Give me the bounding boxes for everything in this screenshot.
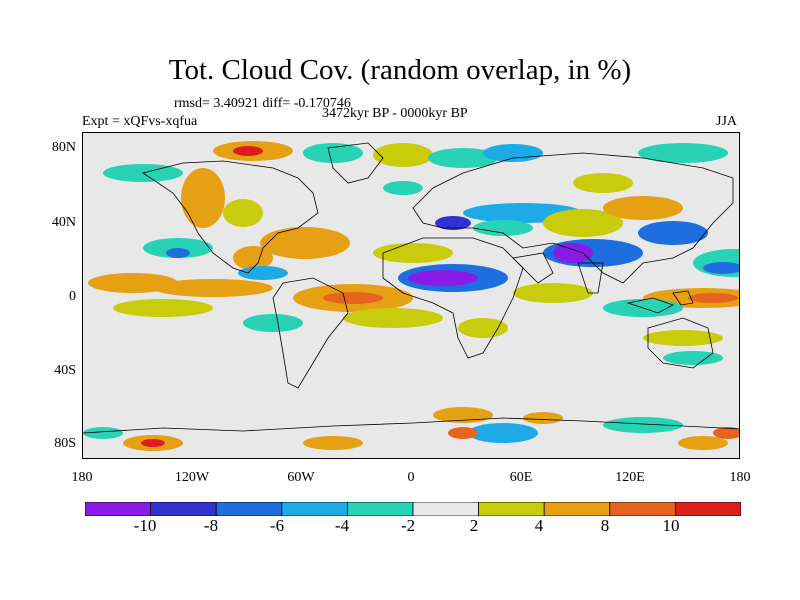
colorbar-swatch [215, 501, 283, 517]
lon-label-180w: 180 [71, 470, 93, 485]
lon-label-120w: 120W [174, 470, 210, 485]
lat-label-80s: 80S [54, 436, 76, 451]
colorbar-label: -2 [400, 516, 416, 535]
colorbar-label: 8 [600, 516, 610, 535]
lon-label-120e: 120E [615, 470, 645, 485]
cloud-anomaly-map [83, 141, 739, 451]
colorbar-label: -8 [203, 516, 219, 535]
lat-label-40s: 40S [54, 363, 76, 378]
lon-label-180e: 180 [729, 470, 751, 485]
colorbar-label: -6 [269, 516, 285, 535]
experiment-label: Expt = xQFvs-xqfua [82, 114, 198, 129]
colorbar-swatch [281, 501, 348, 517]
colorbar-label: 4 [534, 516, 544, 535]
colorbar-swatches [84, 501, 742, 517]
season-label: JJA [716, 114, 738, 129]
colorbar-label: 10 [662, 516, 680, 535]
colorbar-label: -4 [334, 516, 350, 535]
colorbar-swatch [609, 501, 676, 517]
coastlines [83, 142, 739, 434]
period-label: 3472kyr BP - 0000kyr BP [322, 106, 468, 121]
colorbar-swatch [412, 501, 479, 517]
colorbar [84, 501, 742, 517]
colorbar-swatch [543, 501, 611, 517]
map-title: Tot. Cloud Cov. (random overlap, in %) [168, 54, 632, 86]
colorbar-label: -10 [133, 516, 157, 535]
colorbar-swatch [478, 501, 545, 517]
lon-label-60e: 60E [509, 470, 533, 485]
map-frame [82, 132, 740, 459]
lat-label-0: 0 [69, 289, 76, 304]
colorbar-swatch [675, 501, 742, 517]
lat-label-80n: 80N [51, 140, 76, 155]
colorbar-swatch [346, 501, 414, 517]
colorbar-swatch [84, 501, 151, 517]
stats-text: rmsd= 3.40921 diff= -0.170746 [174, 96, 351, 111]
anomaly-fields [83, 141, 739, 451]
colorbar-swatch [150, 501, 217, 517]
lat-label-40n: 40N [51, 215, 76, 230]
colorbar-label: 2 [469, 516, 479, 535]
lon-label-0: 0 [407, 470, 415, 485]
lon-label-60w: 60W [287, 470, 315, 485]
